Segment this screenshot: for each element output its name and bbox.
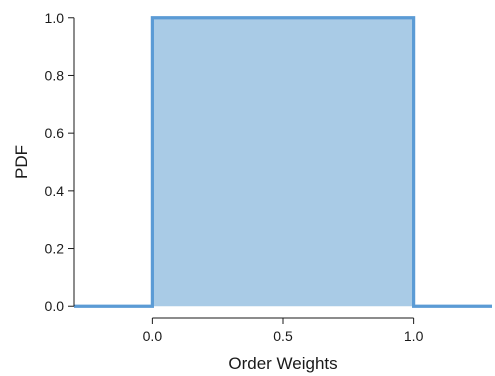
y-tick-label: 0.2 bbox=[45, 241, 65, 257]
series-0-line bbox=[74, 16, 492, 308]
y-axis-title: PDF bbox=[12, 145, 31, 179]
plot-area bbox=[74, 16, 492, 308]
x-tick-label: 1.0 bbox=[404, 328, 424, 344]
y-tick-label: 0.4 bbox=[45, 183, 65, 199]
y-tick-label: 1.0 bbox=[45, 10, 65, 26]
y-tick-label: 0.8 bbox=[45, 67, 65, 83]
y-tick-label: 0.6 bbox=[45, 125, 65, 141]
axes: 0.0 0.2 0.4 0.6 0.8 1.0 0.0 0.5 1.0 bbox=[45, 10, 424, 344]
series-0-area bbox=[74, 17, 492, 307]
x-tick-label: 0.5 bbox=[273, 328, 293, 344]
x-axis-title: Order Weights bbox=[228, 354, 337, 373]
x-tick-label: 0.0 bbox=[143, 328, 163, 344]
y-tick-label: 0.0 bbox=[45, 298, 65, 314]
